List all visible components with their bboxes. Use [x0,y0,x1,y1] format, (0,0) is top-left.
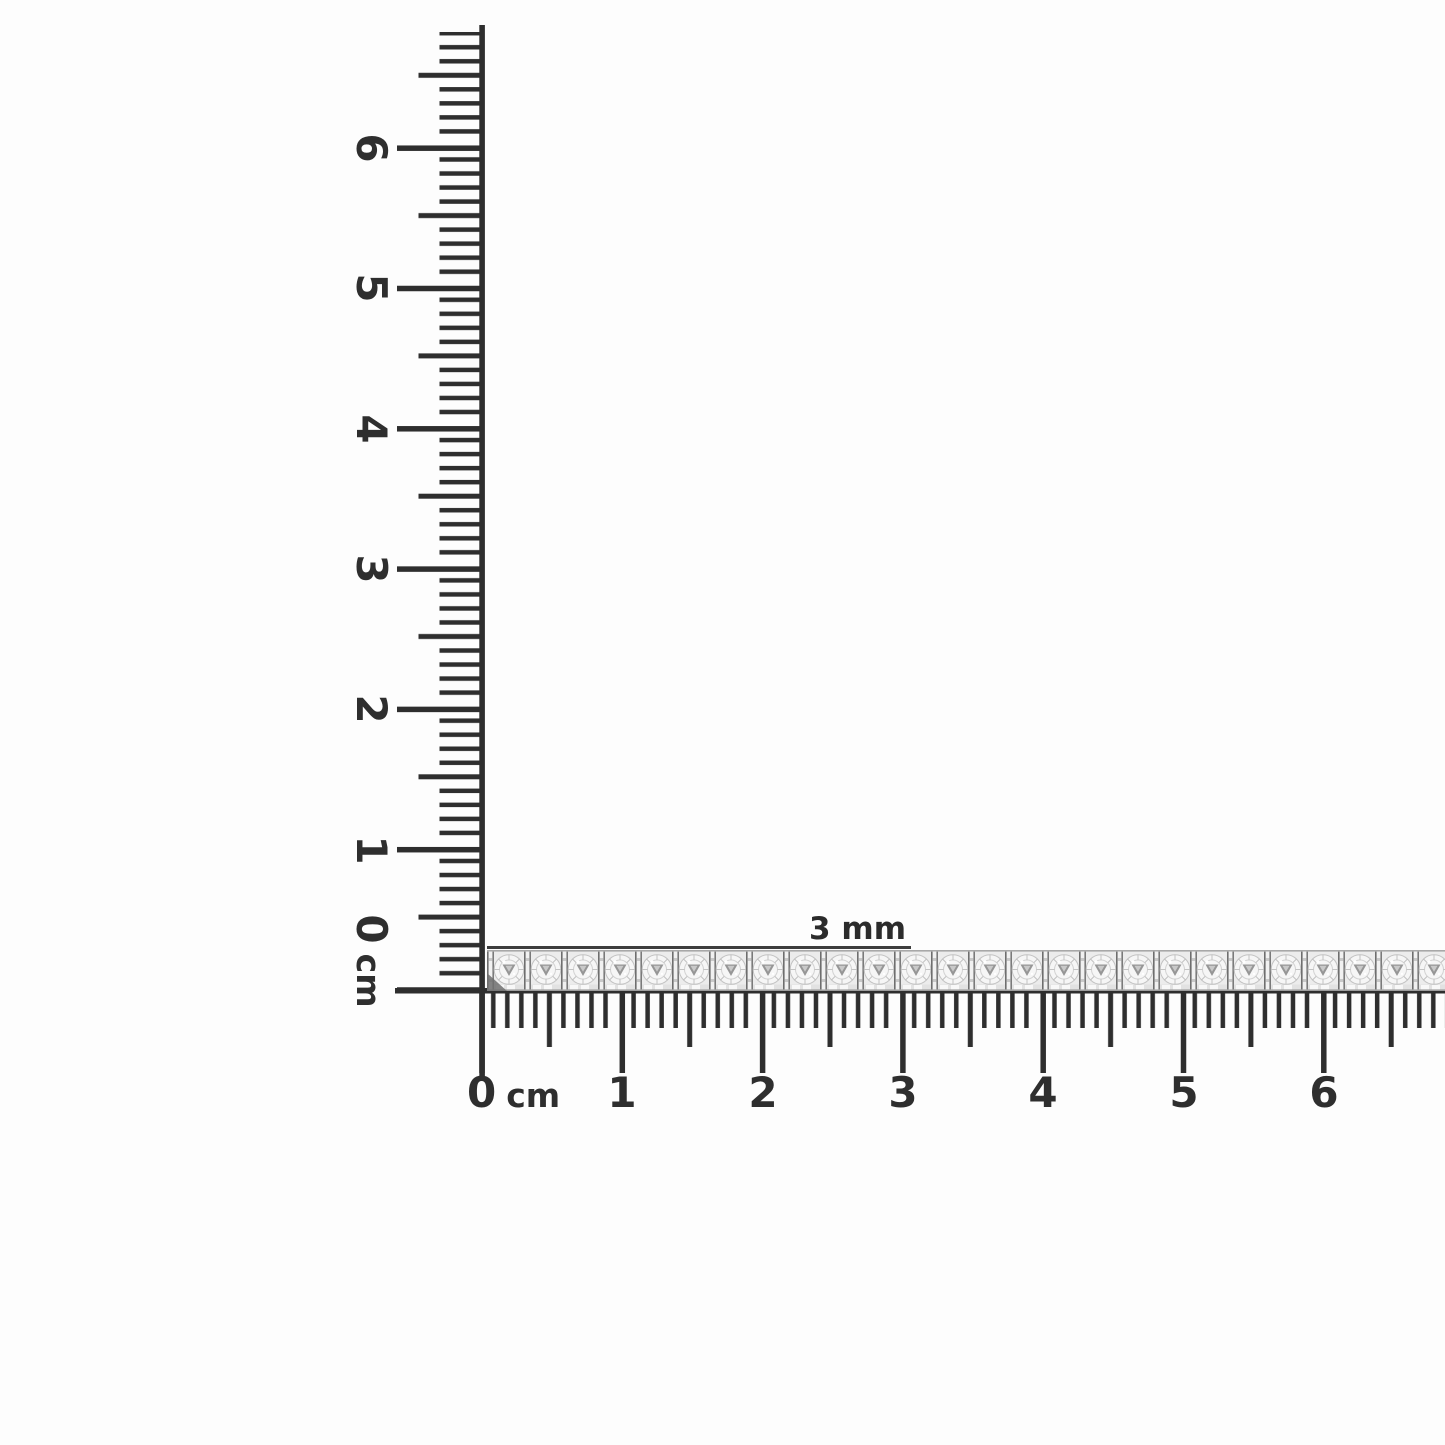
horizontal-ruler-label-4: 4 [1028,1068,1058,1117]
vertical-ruler-zero: 0 [347,914,396,944]
horizontal-ruler-label-2: 2 [748,1068,778,1117]
width-annotation-line [487,946,911,950]
horizontal-ruler-zero: 0 [467,1068,497,1117]
vertical-ruler-label-1: 1 [347,835,396,865]
horizontal-ruler-label-1: 1 [607,1068,637,1117]
horizontal-ruler [395,988,1445,1078]
width-annotation-label: 3 mm [809,911,906,947]
horizontal-ruler-unit: cm [506,1076,561,1115]
vertical-ruler-label-4: 4 [347,414,396,444]
horizontal-ruler-label-6: 6 [1309,1068,1339,1117]
vertical-ruler-label-5: 5 [347,273,396,303]
tennis-bracelet-image [487,950,1445,991]
vertical-ruler-unit: cm [349,953,388,1008]
horizontal-ruler-label-0: 0 cm [467,1072,560,1114]
vertical-ruler-label-3: 3 [347,554,396,584]
horizontal-ruler-label-5: 5 [1169,1068,1199,1117]
horizontal-ruler-label-3: 3 [888,1068,918,1117]
vertical-ruler-label-6: 6 [347,133,396,163]
vertical-ruler [394,25,485,1077]
vertical-ruler-label-0: 0 cm [347,914,396,1008]
vertical-ruler-label-2: 2 [347,694,396,724]
